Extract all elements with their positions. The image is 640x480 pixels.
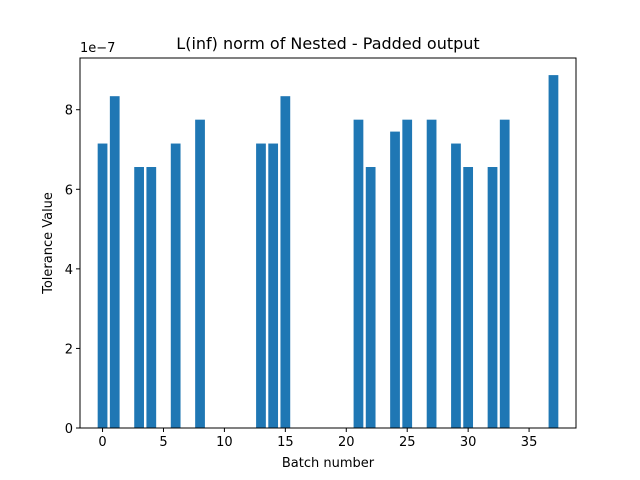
bar-batch-4 <box>146 167 157 428</box>
y-tick-label: 0 <box>65 422 73 437</box>
x-tick-label: 10 <box>216 435 233 450</box>
y-tick-label: 4 <box>65 263 73 278</box>
x-tick-label: 5 <box>159 435 167 450</box>
bar-batch-25 <box>402 119 413 429</box>
bar-batch-21 <box>353 119 364 429</box>
y-tick-label: 6 <box>65 183 73 198</box>
x-tick-label: 0 <box>98 435 106 450</box>
bar-batch-6 <box>170 143 181 429</box>
x-tick-label: 15 <box>277 435 294 450</box>
y-tick-label: 2 <box>65 342 73 357</box>
x-tick-label: 30 <box>460 435 477 450</box>
bar-batch-30 <box>463 167 474 428</box>
bar-batch-32 <box>487 167 498 428</box>
bar-batch-33 <box>499 119 510 429</box>
plot-frame <box>79 57 577 429</box>
bar-batch-27 <box>426 119 437 429</box>
bar-batch-14 <box>268 143 279 429</box>
x-axis-label: Batch number <box>282 456 375 471</box>
y-tick-label: 8 <box>65 104 73 119</box>
bar-batch-3 <box>134 167 144 428</box>
x-tick-label: 20 <box>338 435 355 450</box>
chart-title: L(inf) norm of Nested - Padded output <box>176 34 479 53</box>
y-axis-ticks: 0 2 4 6 8 <box>65 104 80 437</box>
bar-batch-15 <box>280 96 291 428</box>
bar-batch-22 <box>365 167 376 428</box>
y-axis-offset-label: 1e−7 <box>80 41 115 56</box>
bar-batch-8 <box>195 119 205 429</box>
bar-batch-37 <box>548 75 559 429</box>
bar-batch-29 <box>451 143 461 429</box>
bar-series <box>97 75 559 429</box>
bar-batch-24 <box>390 131 400 428</box>
bar-batch-13 <box>256 143 266 429</box>
y-axis-label: Tolerance Value <box>41 192 56 295</box>
bar-batch-1 <box>109 96 120 428</box>
x-tick-label: 35 <box>521 435 538 450</box>
x-tick-label: 25 <box>399 435 416 450</box>
bar-batch-0 <box>97 143 108 429</box>
x-axis-ticks: 0 5 10 15 20 25 30 35 <box>98 428 537 450</box>
